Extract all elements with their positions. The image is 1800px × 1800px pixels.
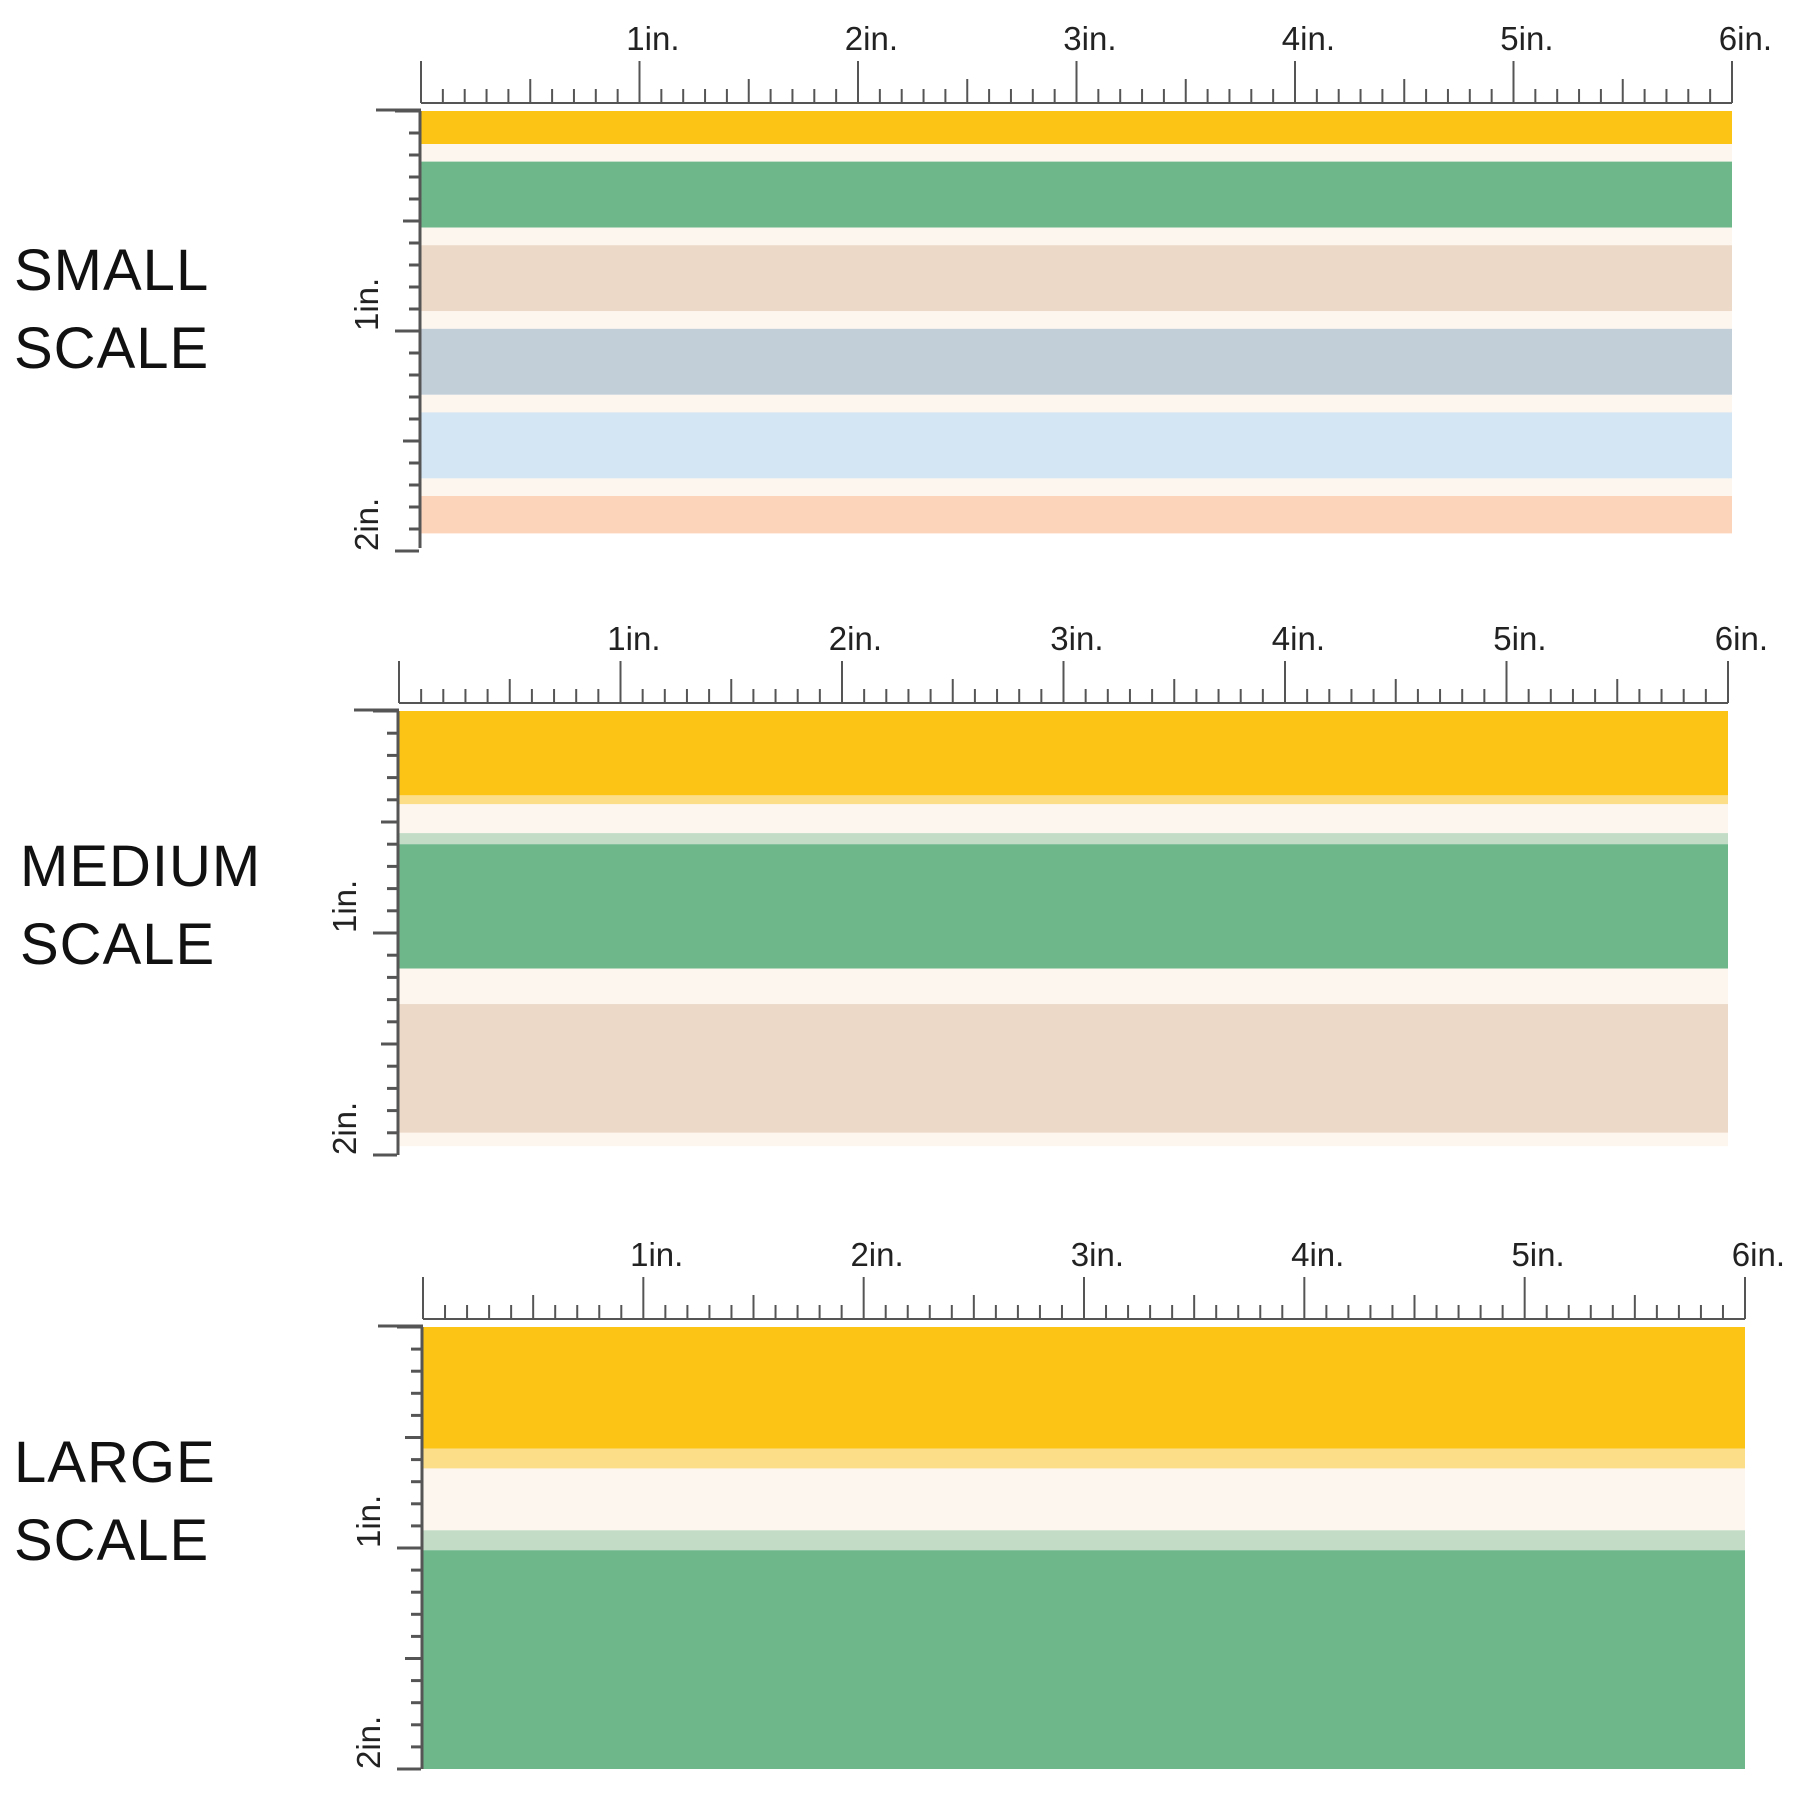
h-label-4in: 4in. <box>1272 620 1325 657</box>
horizontal-ruler <box>398 661 1729 704</box>
h-label-2in: 2in. <box>845 20 898 57</box>
stripe-5 <box>421 311 1732 329</box>
horizontal-ruler <box>420 61 1733 104</box>
h-label-3in: 3in. <box>1071 1236 1124 1273</box>
label-line-1: LARGE <box>14 1430 216 1495</box>
h-label-5in: 5in. <box>1511 1236 1564 1273</box>
h-label-6in: 6in. <box>1732 1236 1785 1273</box>
stripe-9 <box>421 478 1732 496</box>
stripe-1 <box>421 144 1732 162</box>
small-scale-label: SMALL SCALE <box>14 232 209 388</box>
stripe-10 <box>421 496 1732 534</box>
v-label-2in: 2in. <box>350 1716 387 1769</box>
medium-scale-panel: MEDIUM SCALE 1in. 2in. 3in. 4in. 5in. 6i… <box>0 600 1800 1200</box>
stripe-0 <box>421 111 1732 144</box>
small-scale-panel: SMALL SCALE 1in. 2in. 3in. 4in. 5in. 6in… <box>0 0 1800 580</box>
stripe-4 <box>399 844 1728 969</box>
vertical-ruler <box>378 1324 424 1771</box>
stripe-4 <box>421 245 1732 312</box>
stripe-bands <box>423 1327 1745 1769</box>
v-label-1in: 1in. <box>350 1495 387 1548</box>
v-label-2in: 2in. <box>348 498 385 551</box>
h-label-6in: 6in. <box>1719 20 1772 57</box>
stripe-6 <box>399 1004 1728 1133</box>
h-label-2in: 2in. <box>850 1236 903 1273</box>
large-scale-panel: LARGE SCALE 1in. 2in. 3in. 4in. 5in. 6in… <box>0 1216 1800 1800</box>
v-label-2in: 2in. <box>326 1102 363 1155</box>
stripe-1 <box>423 1448 1745 1469</box>
h-label-5in: 5in. <box>1493 620 1546 657</box>
h-label-6in: 6in. <box>1715 620 1768 657</box>
large-scale-label: LARGE SCALE <box>14 1424 216 1580</box>
stripe-5 <box>399 968 1728 1005</box>
h-label-4in: 4in. <box>1291 1236 1344 1273</box>
stripe-8 <box>421 412 1732 479</box>
stripe-6 <box>421 328 1732 395</box>
stripe-bands <box>399 711 1728 1147</box>
label-line-1: SMALL <box>14 238 210 303</box>
stripe-3 <box>399 833 1728 845</box>
large-ruler-graphic: 1in. 2in. 3in. 4in. 5in. 6in. 1in. 2in. <box>350 1236 1785 1771</box>
v-label-1in: 1in. <box>348 278 385 331</box>
stripe-1 <box>399 795 1728 805</box>
stripe-bands <box>421 111 1732 534</box>
small-ruler-graphic: 1in. 2in. 3in. 4in. 5in. 6in. 1in. 2in. <box>348 20 1772 553</box>
v-label-1in: 1in. <box>326 880 363 933</box>
vertical-ruler <box>376 108 422 553</box>
stripe-3 <box>423 1530 1745 1551</box>
label-line-1: MEDIUM <box>20 834 262 899</box>
h-label-5in: 5in. <box>1500 20 1553 57</box>
medium-ruler-graphic: 1in. 2in. 3in. 4in. 5in. 6in. 1in. 2in. <box>326 620 1768 1157</box>
stripe-0 <box>399 711 1728 796</box>
vertical-ruler <box>354 708 400 1157</box>
h-label-1in: 1in. <box>630 1236 683 1273</box>
stripe-0 <box>423 1327 1745 1449</box>
medium-scale-label: MEDIUM SCALE <box>20 828 261 984</box>
h-label-3in: 3in. <box>1050 620 1103 657</box>
h-label-2in: 2in. <box>829 620 882 657</box>
h-label-1in: 1in. <box>607 620 660 657</box>
label-line-2: SCALE <box>20 912 216 977</box>
stripe-2 <box>423 1468 1745 1531</box>
stripe-7 <box>421 394 1732 413</box>
h-label-1in: 1in. <box>626 20 679 57</box>
label-line-2: SCALE <box>14 1508 210 1573</box>
stripe-7 <box>399 1132 1728 1147</box>
stripe-2 <box>399 804 1728 834</box>
h-label-4in: 4in. <box>1282 20 1335 57</box>
stripe-4 <box>423 1550 1745 1769</box>
horizontal-ruler <box>422 1277 1746 1320</box>
label-line-2: SCALE <box>14 316 210 381</box>
stripe-3 <box>421 227 1732 246</box>
stripe-2 <box>421 161 1732 228</box>
h-label-3in: 3in. <box>1063 20 1116 57</box>
